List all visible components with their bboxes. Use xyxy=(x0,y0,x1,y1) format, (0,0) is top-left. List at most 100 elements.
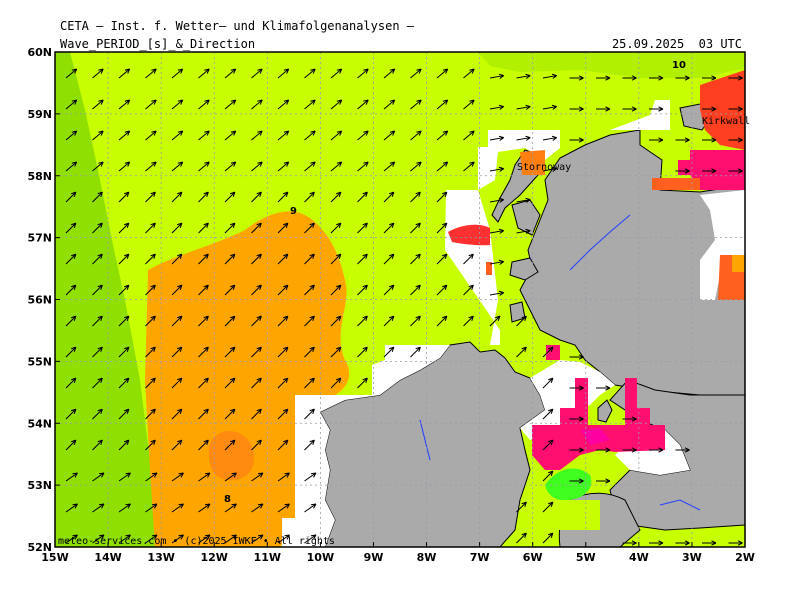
contour-label-9: 9 xyxy=(290,206,297,217)
wave-direction-arrow xyxy=(145,377,156,389)
period-zone-irish-sea-south xyxy=(545,468,592,501)
place-label-kirkwall: Kirkwall xyxy=(702,116,750,127)
wave-direction-arrow xyxy=(171,68,184,79)
lon-tick-label: 15W xyxy=(41,551,68,564)
wave-direction-arrow xyxy=(65,253,77,265)
wave-direction-arrow xyxy=(118,534,131,544)
latitude-labels: 60N 59N 58N 57N 56N 55N 54N 53N 52N xyxy=(27,46,60,554)
wave-direction-arrow xyxy=(118,472,131,482)
wave-direction-arrow xyxy=(489,197,505,203)
wave-direction-arrow xyxy=(92,503,105,513)
wave-direction-arrow xyxy=(569,137,584,143)
wave-direction-arrow xyxy=(224,191,236,203)
wave-direction-arrow xyxy=(410,191,421,203)
wave-direction-arrow xyxy=(304,377,315,389)
wave-direction-arrow xyxy=(542,73,558,79)
wave-direction-arrow xyxy=(728,106,743,112)
masked-coastal-cells xyxy=(282,100,745,547)
wave-direction-arrow xyxy=(436,284,448,296)
wave-direction-arrow xyxy=(198,377,209,389)
wave-direction-arrow xyxy=(198,191,209,203)
wave-direction-arrow xyxy=(489,73,505,79)
wave-direction-arrow xyxy=(251,534,264,544)
wave-direction-arrow xyxy=(330,191,342,203)
wave-direction-arrow xyxy=(118,191,130,203)
wave-direction-arrow xyxy=(198,408,209,420)
wave-direction-arrow xyxy=(622,106,637,112)
wave-direction-arrow xyxy=(383,191,395,203)
wave-direction-arrow xyxy=(410,99,422,110)
place-label-stornoway: Stornoway xyxy=(517,162,571,173)
wave-direction-arrow xyxy=(145,161,157,172)
wave-direction-arrow xyxy=(436,191,448,203)
wave-direction-arrow xyxy=(224,439,236,451)
land-mull xyxy=(509,257,539,281)
lat-tick-label: 56N xyxy=(27,294,52,307)
lon-tick-label: 7W xyxy=(470,551,490,564)
lon-tick-label: 14W xyxy=(94,551,121,564)
wave-direction-arrow xyxy=(198,534,211,544)
wave-direction-arrow xyxy=(304,315,315,327)
wave-direction-arrow xyxy=(198,99,210,110)
wave-direction-arrow xyxy=(542,532,554,544)
wave-direction-arrow xyxy=(516,73,531,79)
lat-tick-label: 53N xyxy=(27,479,52,492)
wave-direction-arrow xyxy=(198,253,209,265)
wave-direction-arrow xyxy=(277,253,289,265)
wave-direction-arrow xyxy=(728,137,743,143)
wave-direction-arrow xyxy=(330,284,342,296)
wave-direction-arrow xyxy=(702,75,717,81)
wave-direction-arrow xyxy=(436,68,449,79)
wave-direction-arrow xyxy=(569,75,584,81)
wave-direction-arrow xyxy=(224,222,236,234)
wave-direction-arrow xyxy=(569,478,584,484)
wave-direction-arrow xyxy=(277,439,289,451)
wave-direction-arrow xyxy=(622,416,637,422)
wave-direction-arrow xyxy=(92,161,104,172)
wave-direction-arrow xyxy=(383,253,395,265)
wave-direction-arrow xyxy=(171,534,184,544)
wave-direction-arrow xyxy=(251,161,263,172)
wave-direction-arrow xyxy=(277,191,289,203)
wave-direction-arrow xyxy=(330,222,342,234)
wave-direction-arrow xyxy=(569,416,584,422)
wave-direction-arrow xyxy=(171,472,184,482)
wave-direction-arrow xyxy=(65,284,77,296)
wave-direction-arrow xyxy=(171,222,183,234)
lat-tick-label: 57N xyxy=(27,232,52,245)
wave-direction-arrow xyxy=(118,377,130,389)
wave-direction-arrow xyxy=(542,501,554,513)
lon-tick-label: 13W xyxy=(147,551,174,564)
wave-direction-arrow xyxy=(330,130,343,141)
lon-tick-label: 11W xyxy=(254,551,281,564)
wave-direction-arrow xyxy=(330,99,343,110)
wave-direction-arrow xyxy=(357,315,368,327)
wave-direction-arrow xyxy=(410,284,421,296)
wave-direction-arrow xyxy=(92,534,105,544)
lat-tick-label: 59N xyxy=(27,108,52,121)
wave-direction-arrow xyxy=(463,68,475,79)
wave-direction-arrow xyxy=(489,104,505,110)
wave-direction-arrow xyxy=(118,315,130,327)
wave-direction-arrow xyxy=(542,408,554,420)
wave-direction-arrow xyxy=(92,191,103,203)
wave-direction-arrow xyxy=(92,68,104,79)
wave-direction-arrow xyxy=(330,315,342,327)
wave-direction-arrow xyxy=(330,161,343,172)
wave-direction-arrow xyxy=(330,68,343,79)
land-scotland xyxy=(519,129,745,547)
wave-direction-arrow xyxy=(463,161,475,172)
wave-direction-arrow xyxy=(277,377,289,389)
wave-direction-arrow xyxy=(92,222,103,234)
wave-direction-arrow xyxy=(357,161,369,172)
credit-text: meteo-services.com • (c)2025 IWKF • All … xyxy=(58,536,335,547)
wave-direction-arrow xyxy=(649,137,664,143)
wave-direction-arrow xyxy=(463,315,474,327)
wave-direction-arrow xyxy=(489,315,501,327)
wave-direction-arrow xyxy=(675,168,690,174)
wave-direction-arrow xyxy=(304,284,315,296)
wave-direction-arrow xyxy=(410,315,421,327)
wave-direction-arrow xyxy=(224,534,237,544)
wave-direction-arrow xyxy=(410,253,421,265)
